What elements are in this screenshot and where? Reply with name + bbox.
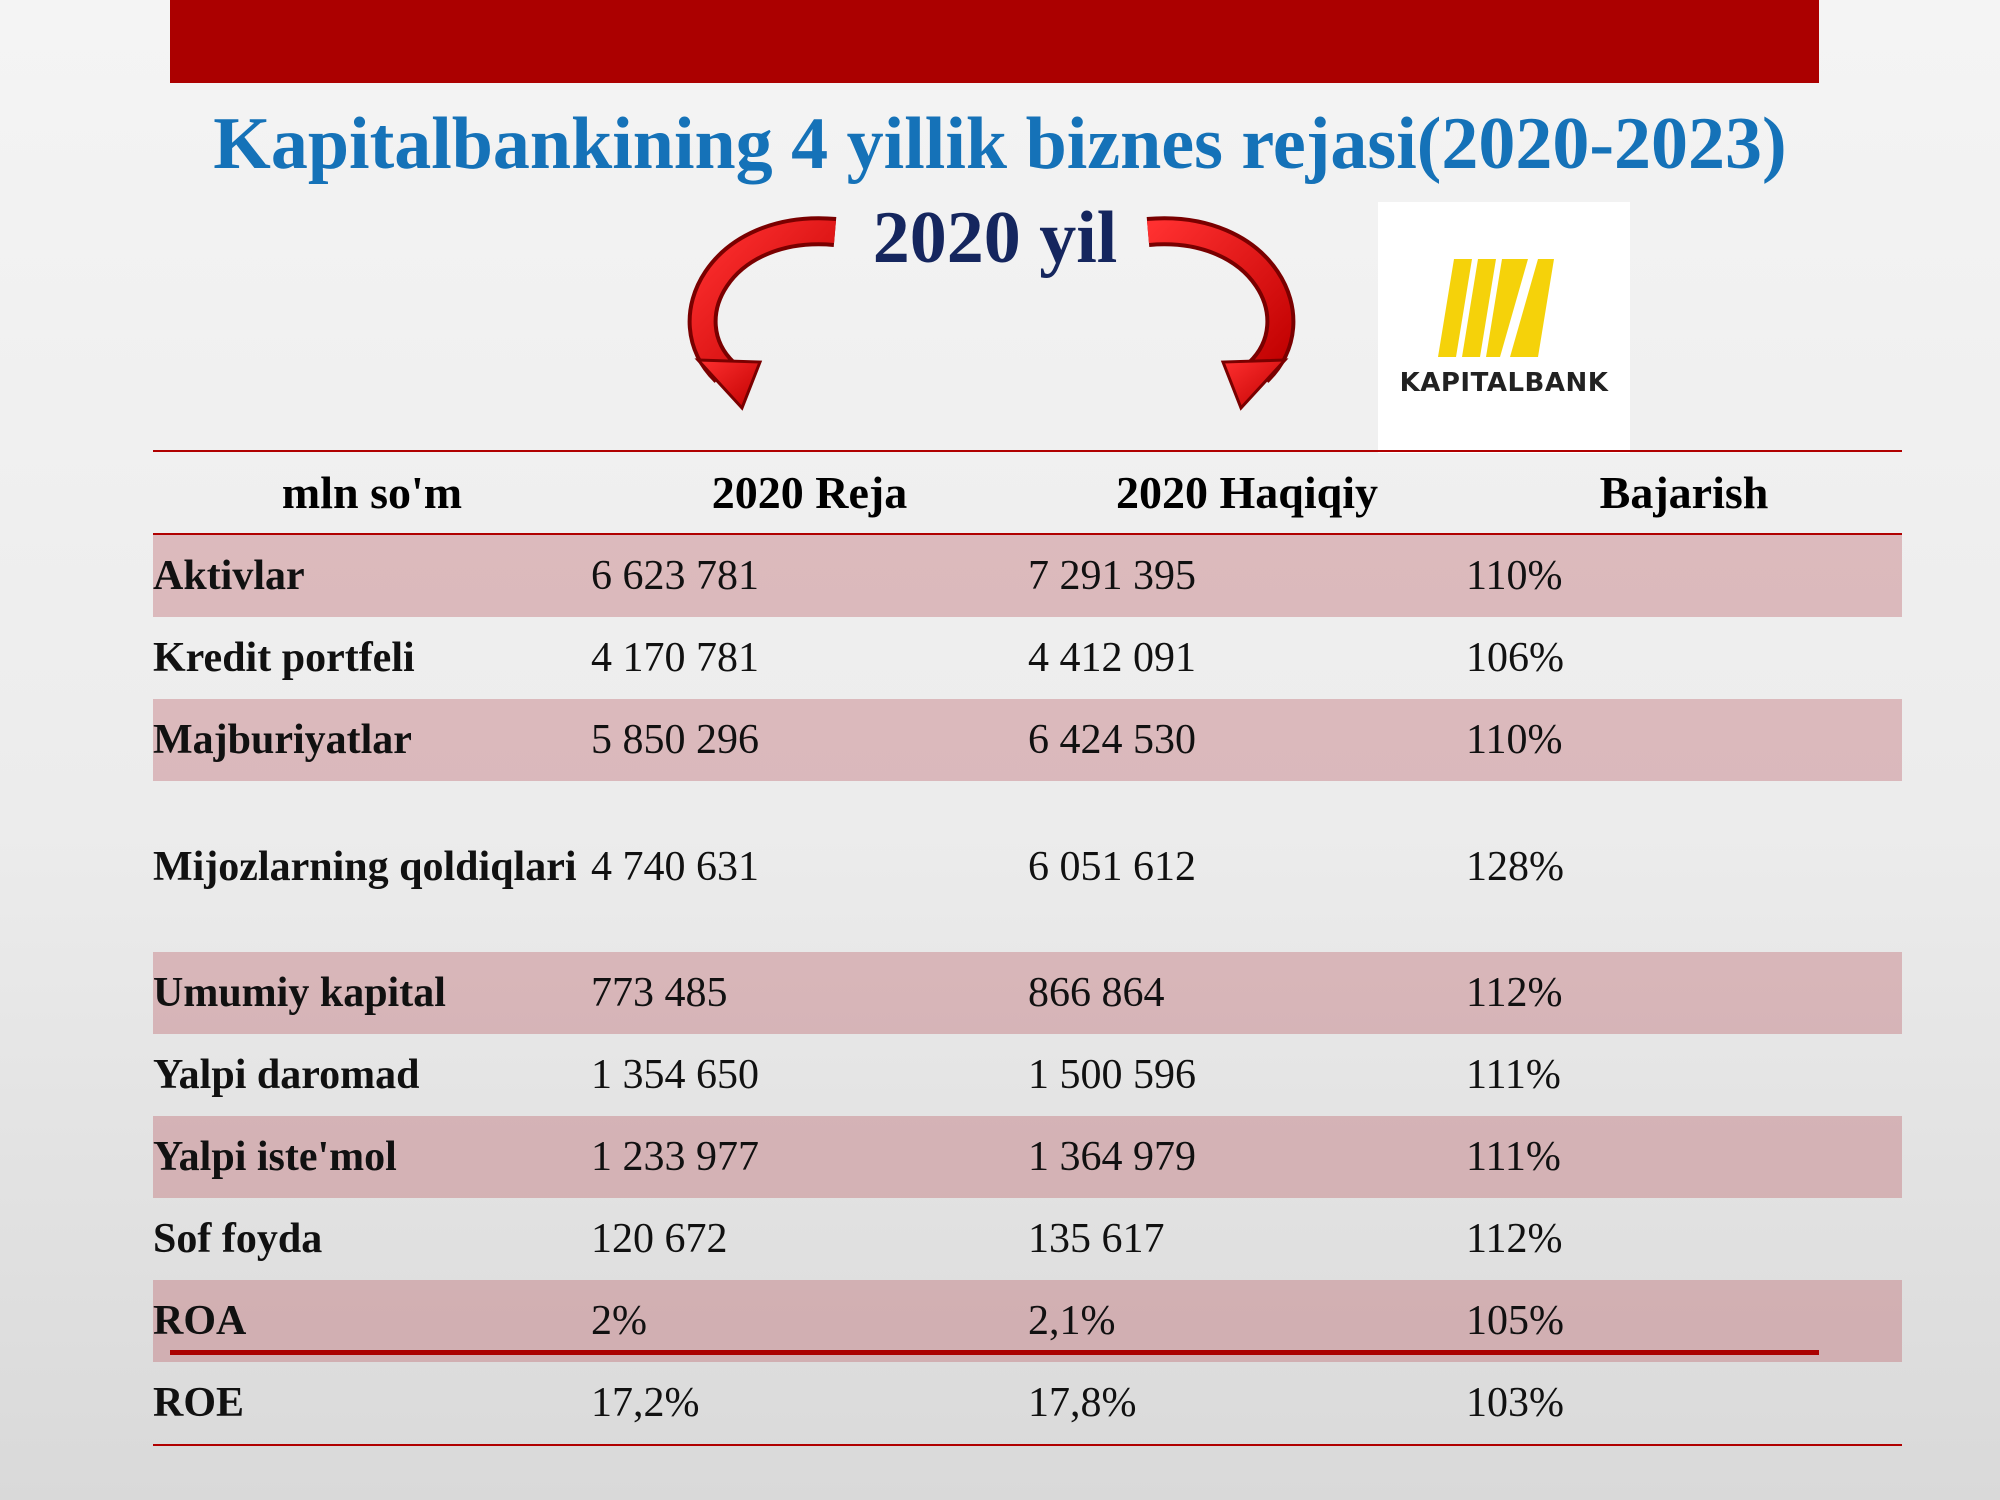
cell: 103% [1466,1380,1564,1426]
cell: 1 364 979 [1028,1116,1466,1198]
cell: 17,8% [1028,1380,1137,1426]
row-label: ROE [153,1380,245,1426]
subtitle: 2020 yil [872,197,1118,279]
table-row: Kredit portfeli 4 170 781 4 412 091 106% [153,617,1902,699]
cell: 7 291 395 [1028,534,1466,617]
right-arrow [1146,216,1296,411]
cell: 773 485 [591,952,1028,1034]
cell: 105% [1466,1280,1902,1362]
table-header: mln so'm 2020 Reja 2020 Haqiqiy Bajarish [153,451,1902,535]
top-bar [170,0,1819,83]
cell: 110% [1466,534,1902,617]
header-cell: mln so'm [153,451,591,535]
row-label: Mijozlarning qoldiqlari [153,843,577,890]
table-row: Mijozlarning qoldiqlari 4 740 631 6 051 61… [153,781,1902,952]
arrows [687,216,1296,411]
cell: 120 672 [591,1216,728,1262]
cell: 5 850 296 [591,699,1028,781]
row-label: Yalpi iste'mol [153,1116,591,1198]
row-label: Kredit portfeli [153,635,415,681]
row-label: Yalpi daromad [153,1052,420,1098]
row-label: Majburiyatlar [153,699,591,781]
table-row: Sof foyda 120 672 135 617 112% [153,1198,1902,1280]
table-row: ROE 17,2% 17,8% 103% [153,1362,1902,1445]
cell: 110% [1466,699,1902,781]
table-row: ROA 2% 2,1% 105% [153,1280,1902,1362]
cell: 1 354 650 [591,1052,759,1098]
cell: 6 424 530 [1028,699,1466,781]
cell: 4 740 631 [591,843,759,890]
cell: 112% [1466,952,1902,1034]
logo-mark [1438,259,1554,357]
cell: 106% [1466,635,1564,681]
data-table: mln so'm 2020 Reja 2020 Haqiqiy Bajarish Ak… [153,450,1902,1446]
cell: 128% [1466,843,1564,890]
cell: 17,2% [591,1380,700,1426]
bottom-line [170,1350,1819,1355]
table-row: Yalpi daromad 1 354 650 1 500 596 111% [153,1034,1902,1116]
cell: 112% [1466,1216,1563,1262]
logo: KAPITALBANK [1378,202,1630,453]
table-row: Aktivlar 6 623 781 7 291 395 110% [153,534,1902,617]
left-arrow [687,216,837,411]
cell: 1 233 977 [591,1116,1028,1198]
row-label: Umumiy kapital [153,952,591,1034]
header-cell: Bajarish [1466,451,1902,535]
cell: 111% [1466,1052,1561,1098]
cell: 2,1% [1028,1280,1466,1362]
logo-text: KAPITALBANK [1399,368,1609,398]
cell: 4 170 781 [591,635,759,681]
cell: 6 623 781 [591,534,1028,617]
cell: 111% [1466,1116,1902,1198]
header-cell: 2020 Haqiqiy [1028,451,1466,535]
cell: 1 500 596 [1028,1052,1196,1098]
cell: 135 617 [1028,1216,1165,1262]
row-label: Aktivlar [153,534,591,617]
table-row: Majburiyatlar 5 850 296 6 424 530 110% [153,699,1902,781]
row-label: ROA [153,1280,591,1362]
header-cell: 2020 Reja [591,451,1028,535]
row-label: Sof foyda [153,1216,323,1262]
table-row: Yalpi iste'mol 1 233 977 1 364 979 111% [153,1116,1902,1198]
title: Kapitalbankining 4 yillik biznes rejasi(… [213,103,1787,185]
cell: 6 051 612 [1028,843,1196,890]
cell: 866 864 [1028,952,1466,1034]
table-row: Umumiy kapital 773 485 866 864 112% [153,952,1902,1034]
cell: 2% [591,1280,1028,1362]
cell: 4 412 091 [1028,635,1196,681]
